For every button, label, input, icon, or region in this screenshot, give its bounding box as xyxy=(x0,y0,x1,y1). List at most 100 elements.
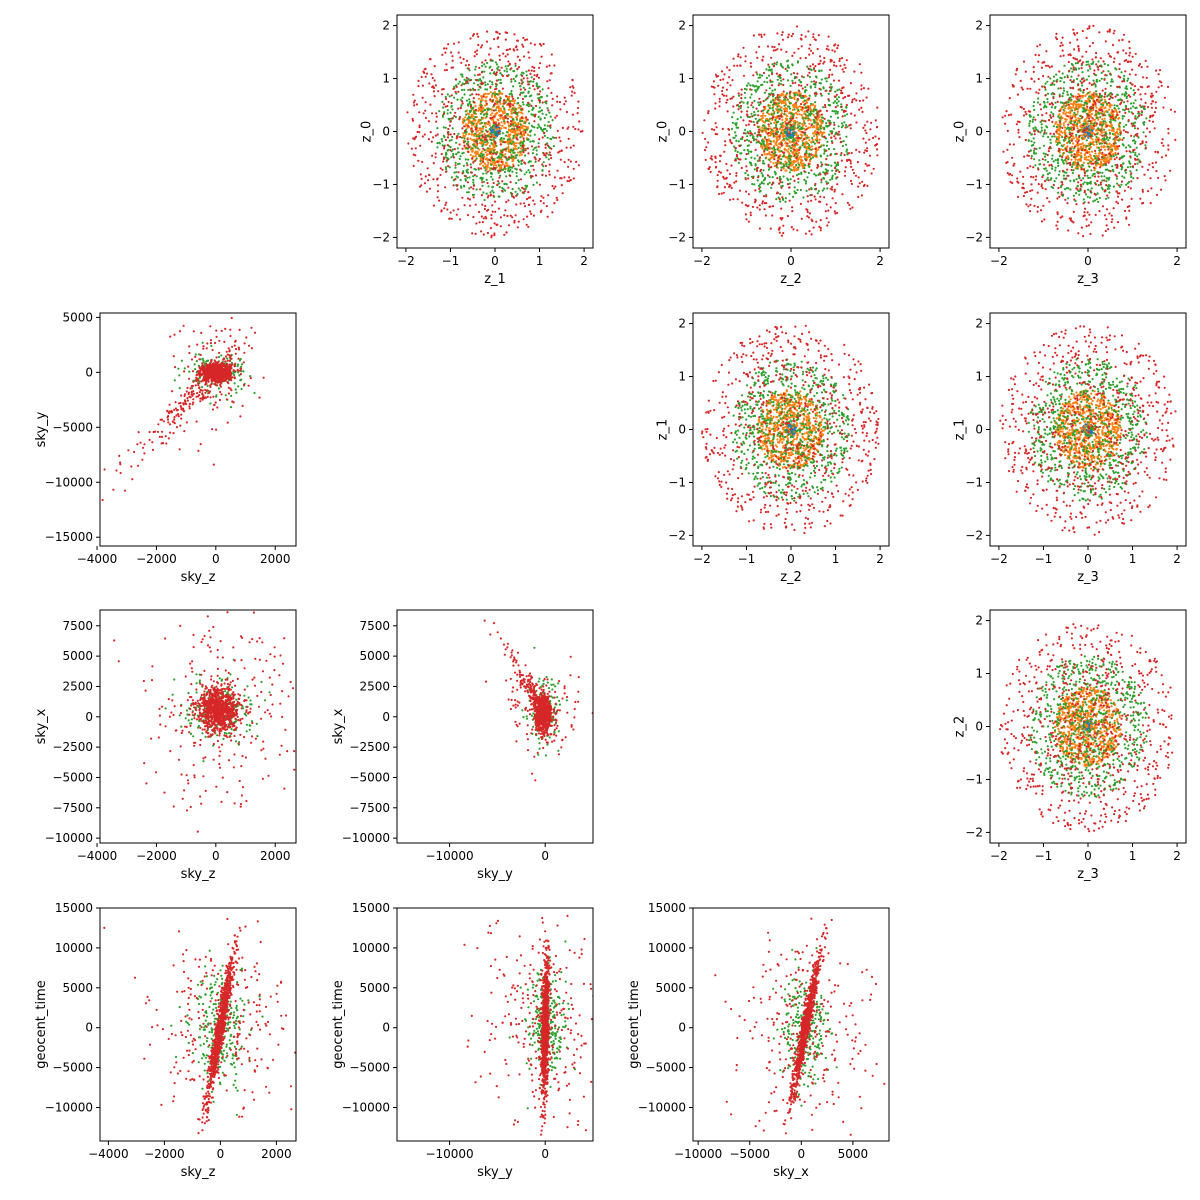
data-point xyxy=(761,139,764,142)
data-point xyxy=(758,187,761,190)
data-point xyxy=(521,97,525,101)
data-point xyxy=(737,55,740,58)
data-point xyxy=(465,133,468,136)
data-point xyxy=(469,88,472,91)
data-point xyxy=(759,186,762,189)
data-point xyxy=(481,130,484,133)
data-point xyxy=(483,70,486,73)
data-point xyxy=(546,136,549,139)
data-point xyxy=(503,102,506,105)
data-point xyxy=(519,202,522,205)
data-point xyxy=(481,160,485,163)
data-point xyxy=(848,124,851,127)
data-point xyxy=(512,77,515,80)
data-point xyxy=(484,215,487,218)
data-point xyxy=(466,181,469,184)
data-point xyxy=(843,174,847,177)
data-point xyxy=(455,141,458,144)
data-point xyxy=(835,101,838,105)
data-point xyxy=(577,164,581,167)
data-point xyxy=(728,69,731,72)
data-point xyxy=(803,178,806,181)
data-point xyxy=(870,172,873,175)
data-point xyxy=(765,138,768,141)
data-point xyxy=(745,88,748,91)
data-point xyxy=(833,61,836,64)
data-point xyxy=(825,124,828,127)
data-point xyxy=(749,65,753,68)
data-point xyxy=(841,87,844,90)
data-point xyxy=(766,183,770,186)
data-point xyxy=(782,78,785,81)
data-point xyxy=(742,46,745,49)
data-point xyxy=(729,198,732,201)
data-point xyxy=(808,165,811,168)
data-point xyxy=(791,163,795,166)
data-point xyxy=(460,61,463,64)
data-point xyxy=(793,179,796,182)
data-point xyxy=(823,103,827,107)
data-point xyxy=(766,174,770,177)
data-point xyxy=(423,71,426,74)
data-point xyxy=(832,101,835,104)
data-point xyxy=(791,210,794,213)
data-point xyxy=(789,127,792,130)
data-point xyxy=(517,106,521,109)
data-point xyxy=(481,150,484,153)
data-point xyxy=(492,121,495,124)
data-point xyxy=(569,160,572,163)
data-point xyxy=(751,115,754,118)
data-point xyxy=(546,80,549,83)
data-point xyxy=(778,182,781,185)
data-point xyxy=(556,129,559,132)
data-point xyxy=(497,180,500,183)
data-point xyxy=(438,199,441,202)
data-point xyxy=(757,114,760,117)
data-point xyxy=(822,106,825,109)
data-point xyxy=(776,177,779,180)
data-point xyxy=(755,90,758,93)
data-point xyxy=(780,234,784,237)
data-point xyxy=(505,70,509,73)
data-point xyxy=(460,73,463,76)
data-point xyxy=(458,157,461,161)
data-point xyxy=(833,123,836,126)
data-point xyxy=(780,158,783,161)
data-point xyxy=(826,187,829,190)
data-point xyxy=(749,141,753,144)
data-point xyxy=(776,148,779,151)
data-point xyxy=(768,205,771,208)
data-point xyxy=(459,98,462,101)
data-point xyxy=(512,111,515,114)
data-point xyxy=(535,153,538,156)
data-point xyxy=(876,148,879,151)
data-point xyxy=(539,117,542,120)
data-point xyxy=(808,112,811,115)
data-point xyxy=(443,69,446,72)
data-point xyxy=(776,93,779,97)
data-point xyxy=(801,127,804,130)
data-point xyxy=(542,161,545,164)
data-point xyxy=(541,112,544,115)
data-point xyxy=(424,175,427,178)
data-point xyxy=(513,33,516,36)
data-point xyxy=(797,172,800,176)
data-point xyxy=(474,115,477,119)
data-point xyxy=(816,192,819,195)
data-point xyxy=(781,31,784,34)
data-point xyxy=(439,173,442,177)
data-point xyxy=(486,134,489,137)
data-point xyxy=(550,91,553,94)
data-point xyxy=(556,198,559,202)
data-point xyxy=(865,131,868,135)
data-point xyxy=(510,130,513,133)
data-point xyxy=(441,53,444,57)
data-point xyxy=(744,178,747,181)
data-point xyxy=(715,126,718,129)
data-point xyxy=(480,104,483,107)
data-point xyxy=(478,221,481,224)
data-point xyxy=(803,99,806,102)
data-point xyxy=(771,205,775,208)
data-point xyxy=(854,174,858,177)
data-point xyxy=(513,219,516,222)
